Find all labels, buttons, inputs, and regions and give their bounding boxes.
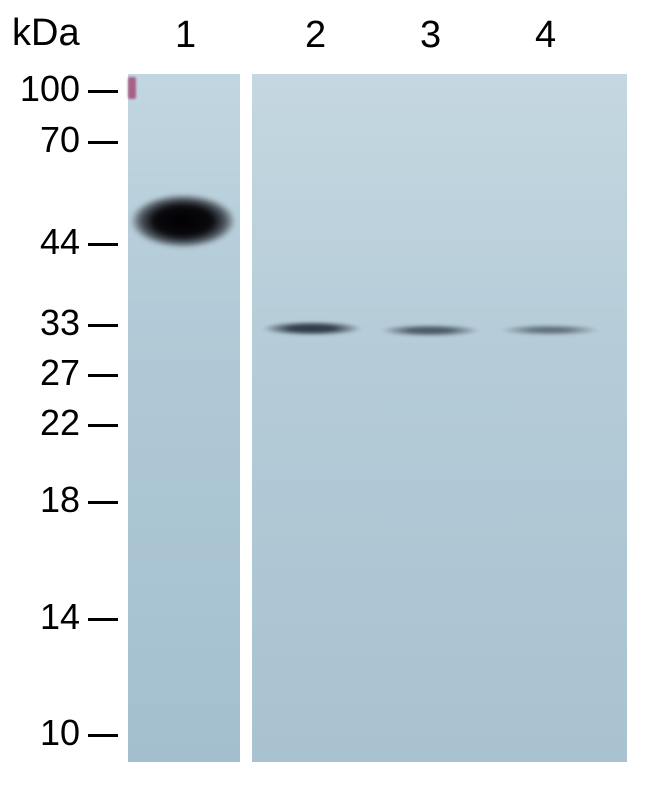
mw-label-27: 27 xyxy=(36,352,80,394)
mw-tick-100 xyxy=(88,90,118,93)
mw-tick-14 xyxy=(88,618,118,621)
mw-tick-27 xyxy=(88,374,118,377)
mw-label-100: 100 xyxy=(18,68,80,110)
blot-panel-2 xyxy=(252,74,627,762)
lane-label-3: 3 xyxy=(420,14,441,57)
mw-tick-10 xyxy=(88,734,118,737)
blot-panel-1 xyxy=(128,74,240,762)
mw-label-33: 33 xyxy=(36,302,80,344)
mw-label-10: 10 xyxy=(36,712,80,754)
lane-label-2: 2 xyxy=(305,14,326,57)
mw-label-70: 70 xyxy=(36,119,80,161)
mw-tick-22 xyxy=(88,424,118,427)
mw-tick-33 xyxy=(88,324,118,327)
band-lane2 xyxy=(262,322,362,335)
band-lane4 xyxy=(500,325,600,335)
western-blot-figure: kDa 1 2 3 4 100 70 44 33 27 22 18 14 10 xyxy=(0,0,650,787)
band-lane3 xyxy=(380,325,480,336)
axis-unit-label: kDa xyxy=(12,12,80,55)
lane-label-4: 4 xyxy=(535,14,556,57)
mw-label-44: 44 xyxy=(36,221,80,263)
band-lane1-main xyxy=(130,191,236,251)
mw-tick-44 xyxy=(88,243,118,246)
band-lane1-magenta-artifact xyxy=(128,77,136,99)
mw-label-14: 14 xyxy=(36,596,80,638)
mw-tick-18 xyxy=(88,501,118,504)
lane-label-1: 1 xyxy=(175,14,196,57)
mw-label-18: 18 xyxy=(36,479,80,521)
mw-label-22: 22 xyxy=(36,402,80,444)
mw-tick-70 xyxy=(88,141,118,144)
